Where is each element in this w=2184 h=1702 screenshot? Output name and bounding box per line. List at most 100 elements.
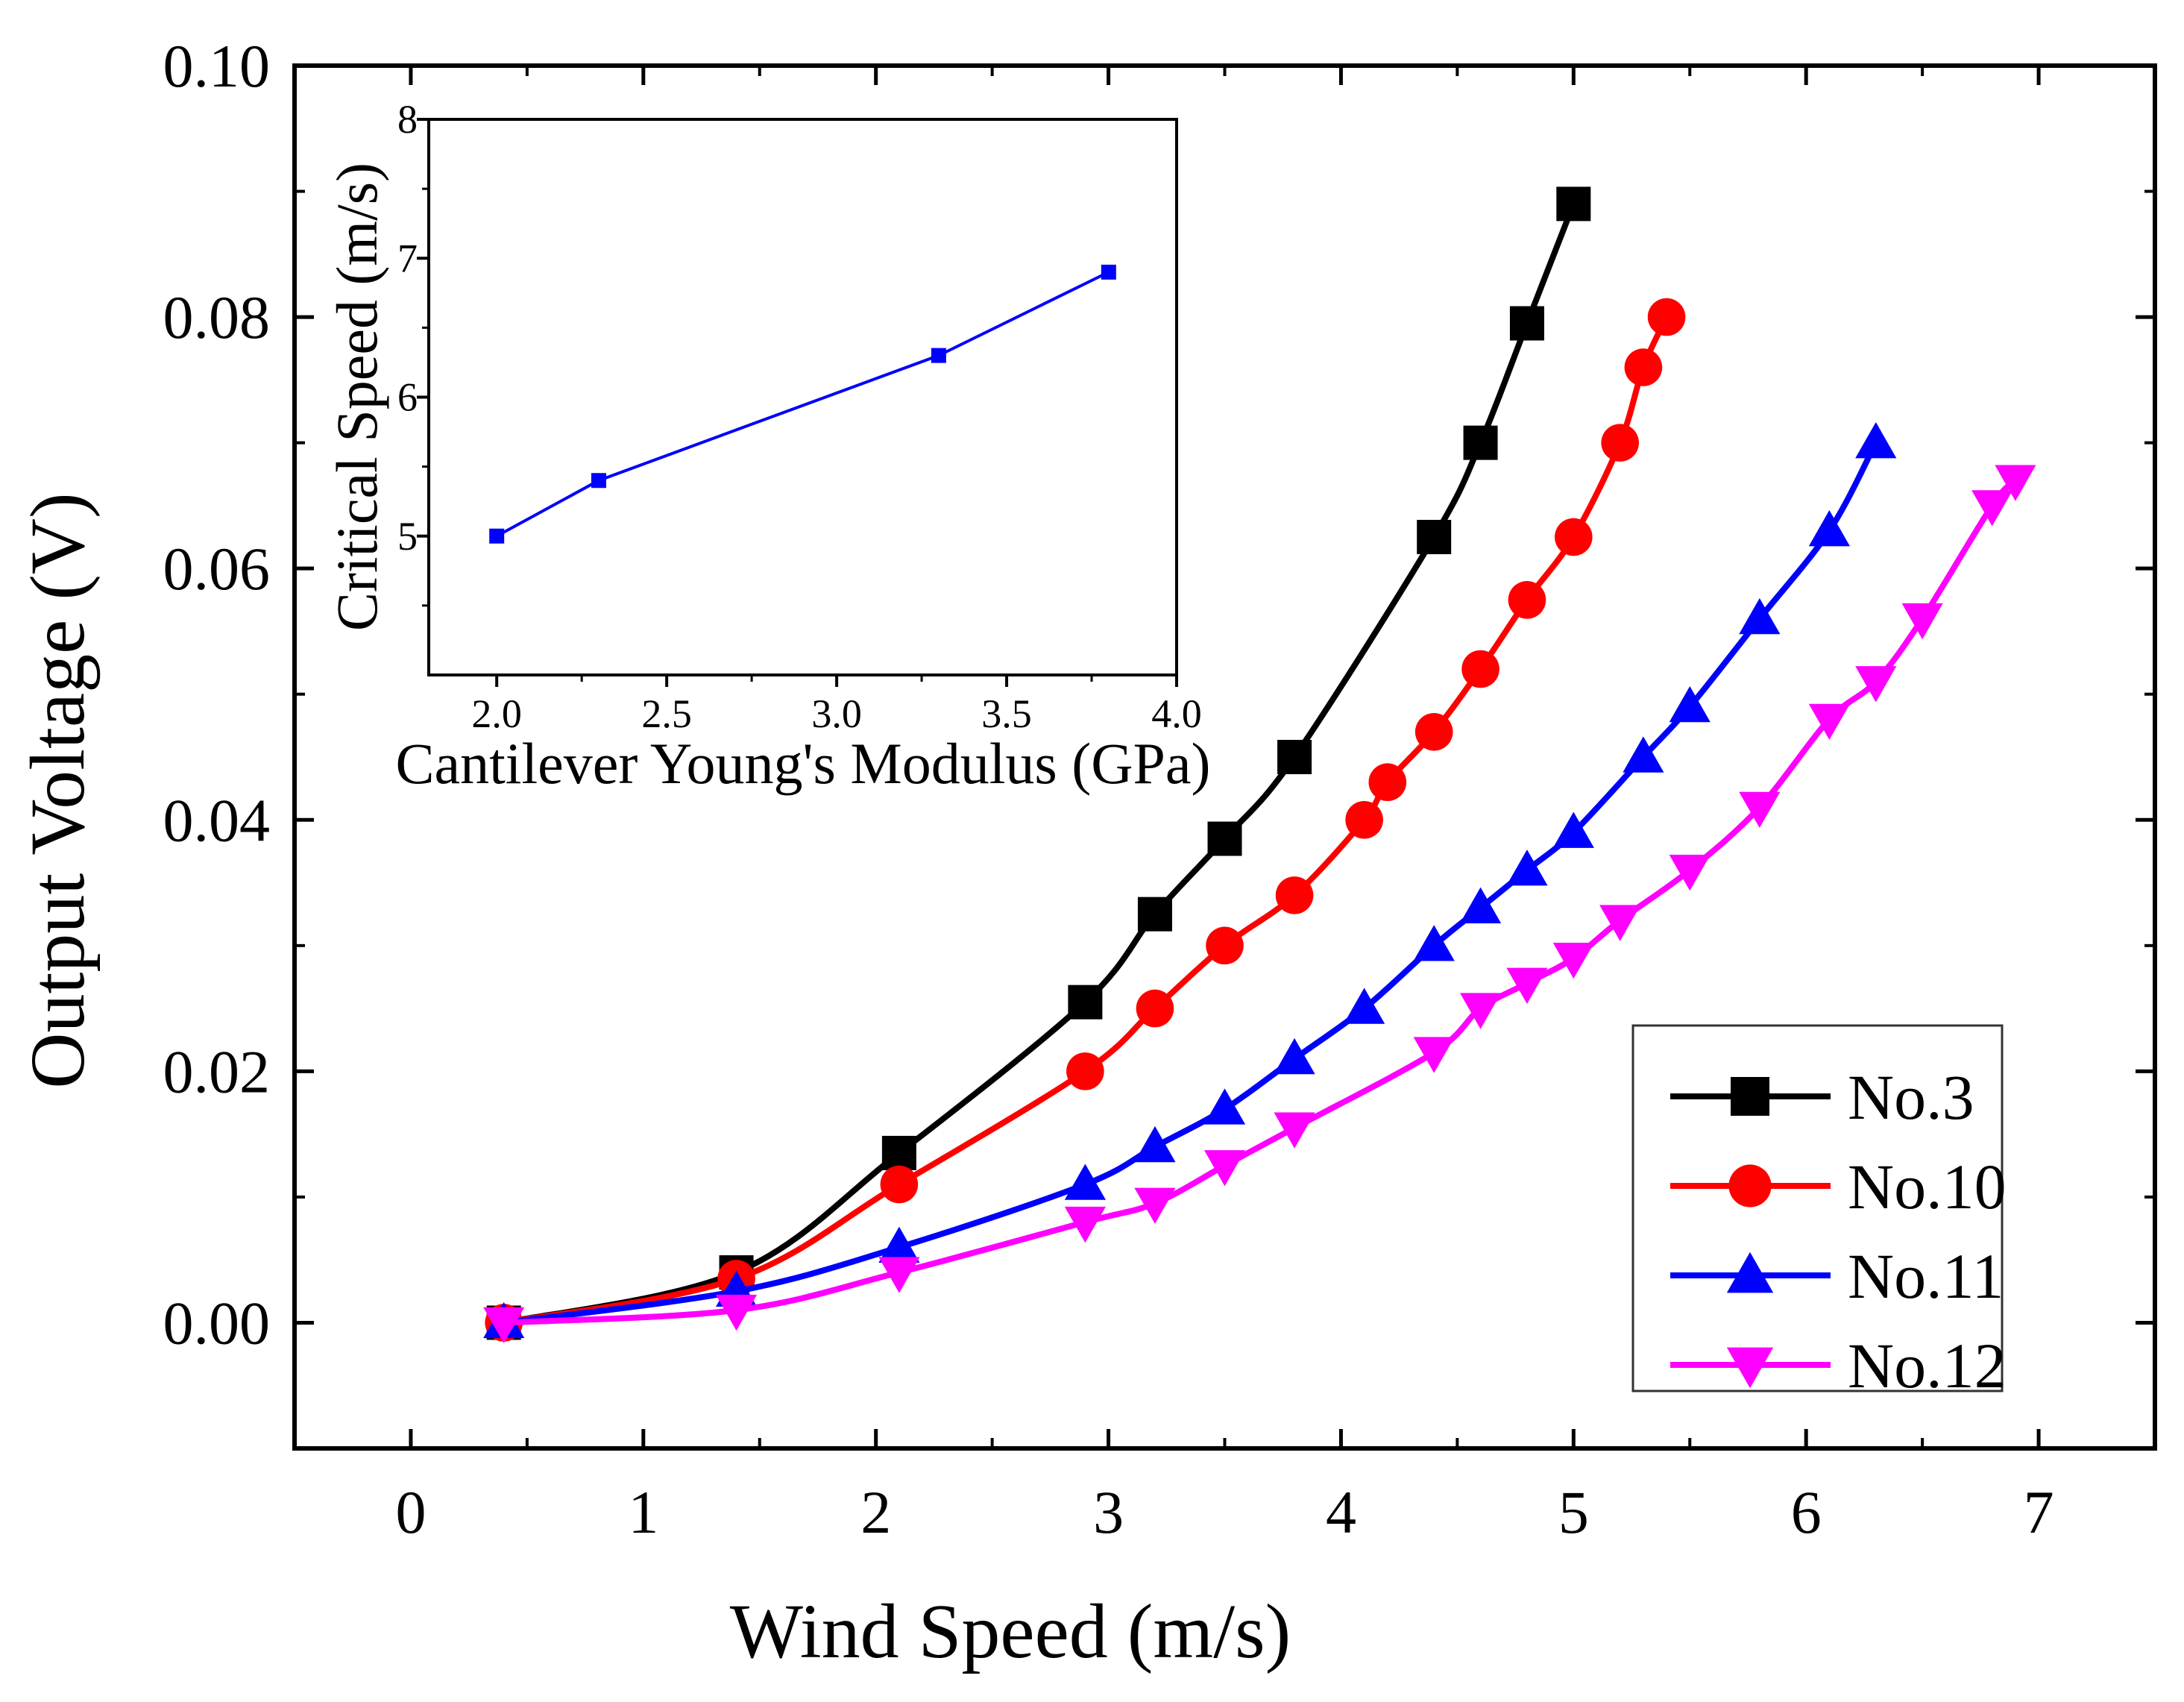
inset-data-point-marker bbox=[1101, 264, 1116, 280]
inset-data-point-marker bbox=[591, 473, 606, 489]
data-point-marker bbox=[1971, 490, 2013, 527]
data-point-marker bbox=[1552, 811, 1594, 848]
legend-label: No.12 bbox=[1848, 1330, 2007, 1401]
data-point-marker bbox=[1509, 306, 1544, 341]
data-point-marker bbox=[1808, 703, 1850, 741]
legend-entry-no11: No.11 bbox=[1670, 1240, 2004, 1312]
data-point-marker bbox=[1277, 740, 1312, 774]
data-point-marker bbox=[1601, 424, 1639, 462]
legend-label: No.10 bbox=[1848, 1151, 2007, 1222]
legend: No.3 No.10 No.11 No.12 bbox=[1631, 1024, 2007, 1401]
main-plot: 0 1 2 3 4 5 6 7 0.00 0.02 0.04 0.06 0.08 0.10 Wind Sp… bbox=[15, 32, 2157, 1674]
legend-entry-no10: No.10 bbox=[1670, 1151, 2007, 1222]
data-point-marker bbox=[1274, 1112, 1315, 1149]
legend-marker bbox=[1726, 1252, 1774, 1293]
inset-series-line bbox=[496, 271, 1110, 538]
inset-y-axis-label: Critical Speed (m/s) bbox=[324, 163, 389, 631]
data-point-marker bbox=[1134, 1187, 1176, 1224]
inset-axis-ticks: 2.0 2.5 3.0 3.5 4.0 5 6 7 8 bbox=[397, 97, 1202, 736]
inset-background bbox=[429, 119, 1177, 675]
legend-box bbox=[1631, 1024, 2004, 1392]
inset-data-point-marker bbox=[489, 528, 505, 544]
inset-series-group bbox=[489, 264, 1116, 544]
data-point-marker bbox=[880, 1165, 919, 1204]
legend-marker bbox=[1726, 1347, 1774, 1389]
data-point-marker bbox=[1064, 1206, 1106, 1243]
main-series-group bbox=[483, 186, 2036, 1344]
data-point-marker bbox=[1064, 1164, 1106, 1200]
data-point-marker bbox=[1068, 985, 1103, 1020]
inset-x-tick-label: 3.0 bbox=[811, 691, 862, 736]
data-point-marker bbox=[1413, 925, 1455, 961]
data-point-marker bbox=[1855, 666, 1897, 703]
data-point-marker bbox=[1206, 926, 1244, 965]
data-point-marker bbox=[1555, 518, 1593, 556]
inset-data-point-marker bbox=[931, 348, 946, 363]
legend-marker bbox=[1731, 1077, 1769, 1116]
main-x-tick-label: 3 bbox=[1093, 1478, 1124, 1546]
main-x-tick-label: 6 bbox=[1791, 1478, 1822, 1546]
data-point-marker bbox=[1203, 1150, 1246, 1187]
data-point-marker bbox=[483, 1307, 525, 1344]
data-point-marker bbox=[1459, 993, 1502, 1029]
data-point-marker bbox=[1368, 763, 1407, 802]
main-y-tick-label: 0.10 bbox=[163, 32, 271, 100]
inset-series bbox=[489, 264, 1116, 544]
inset-y-tick-label: 7 bbox=[397, 236, 418, 280]
data-point-marker bbox=[1808, 510, 1850, 547]
data-point-marker bbox=[1274, 1037, 1315, 1075]
data-point-marker bbox=[1463, 425, 1498, 460]
inset-y-tick-label: 8 bbox=[397, 97, 418, 142]
inset-x-tick-label: 2.5 bbox=[641, 691, 692, 736]
data-point-marker bbox=[1623, 736, 1664, 773]
data-point-marker bbox=[1552, 942, 1594, 979]
main-x-tick-label: 0 bbox=[395, 1478, 426, 1546]
inset-x-tick-label: 3.5 bbox=[981, 691, 1032, 736]
inset-y-tick-label: 6 bbox=[397, 375, 418, 420]
main-y-tick-label: 0.00 bbox=[163, 1289, 271, 1357]
data-point-marker bbox=[1137, 896, 1172, 932]
data-point-marker bbox=[1556, 186, 1591, 222]
data-point-marker bbox=[1203, 1088, 1246, 1125]
inset-y-tick-label: 5 bbox=[397, 514, 418, 559]
main-axis-ticks: 0 1 2 3 4 5 6 7 0.00 0.02 0.04 0.06 0.08 0.10 bbox=[163, 32, 2156, 1546]
data-point-marker bbox=[1344, 987, 1385, 1024]
inset-x-axis-label: Cantilever Young's Modulus (GPa) bbox=[395, 731, 1210, 796]
data-point-marker bbox=[1739, 598, 1781, 635]
data-point-marker bbox=[1413, 1037, 1455, 1073]
data-point-marker bbox=[1417, 520, 1452, 555]
series-no12 bbox=[483, 465, 2036, 1344]
data-point-marker bbox=[1995, 465, 2036, 501]
data-point-marker bbox=[1669, 685, 1711, 723]
main-x-tick-label: 7 bbox=[2024, 1478, 2054, 1546]
main-y-tick-label: 0.06 bbox=[163, 535, 271, 603]
data-point-marker bbox=[1506, 850, 1548, 886]
data-point-marker bbox=[1459, 887, 1502, 923]
series-no11 bbox=[483, 422, 1897, 1339]
data-point-marker bbox=[1136, 989, 1174, 1028]
data-point-marker bbox=[715, 1294, 758, 1331]
inset-x-tick-label: 4.0 bbox=[1151, 691, 1202, 736]
data-point-marker bbox=[881, 1135, 916, 1170]
data-point-marker bbox=[1345, 800, 1383, 839]
data-point-marker bbox=[1739, 791, 1781, 829]
main-x-tick-label: 1 bbox=[628, 1478, 658, 1546]
main-y-axis-label: Output Voltage (V) bbox=[15, 492, 101, 1088]
main-y-tick-label: 0.04 bbox=[163, 786, 271, 854]
main-x-tick-label: 5 bbox=[1558, 1478, 1589, 1546]
data-point-marker bbox=[878, 1226, 920, 1263]
main-x-tick-label: 4 bbox=[1326, 1478, 1356, 1546]
data-point-marker bbox=[1066, 1052, 1104, 1090]
main-x-tick-label: 2 bbox=[860, 1478, 891, 1546]
inset-x-tick-label: 2.0 bbox=[471, 691, 522, 736]
data-point-marker bbox=[1506, 967, 1548, 1004]
inset-plot: 2.0 2.5 3.0 3.5 4.0 5 6 7 8 Cantilever Young's M… bbox=[324, 97, 1211, 796]
data-point-marker bbox=[1275, 876, 1314, 914]
main-y-tick-label: 0.08 bbox=[163, 283, 271, 351]
data-point-marker bbox=[1508, 581, 1546, 619]
data-point-marker bbox=[1624, 348, 1663, 386]
data-point-marker bbox=[1461, 650, 1499, 688]
data-point-marker bbox=[1855, 422, 1897, 459]
legend-label: No.3 bbox=[1848, 1061, 1974, 1133]
